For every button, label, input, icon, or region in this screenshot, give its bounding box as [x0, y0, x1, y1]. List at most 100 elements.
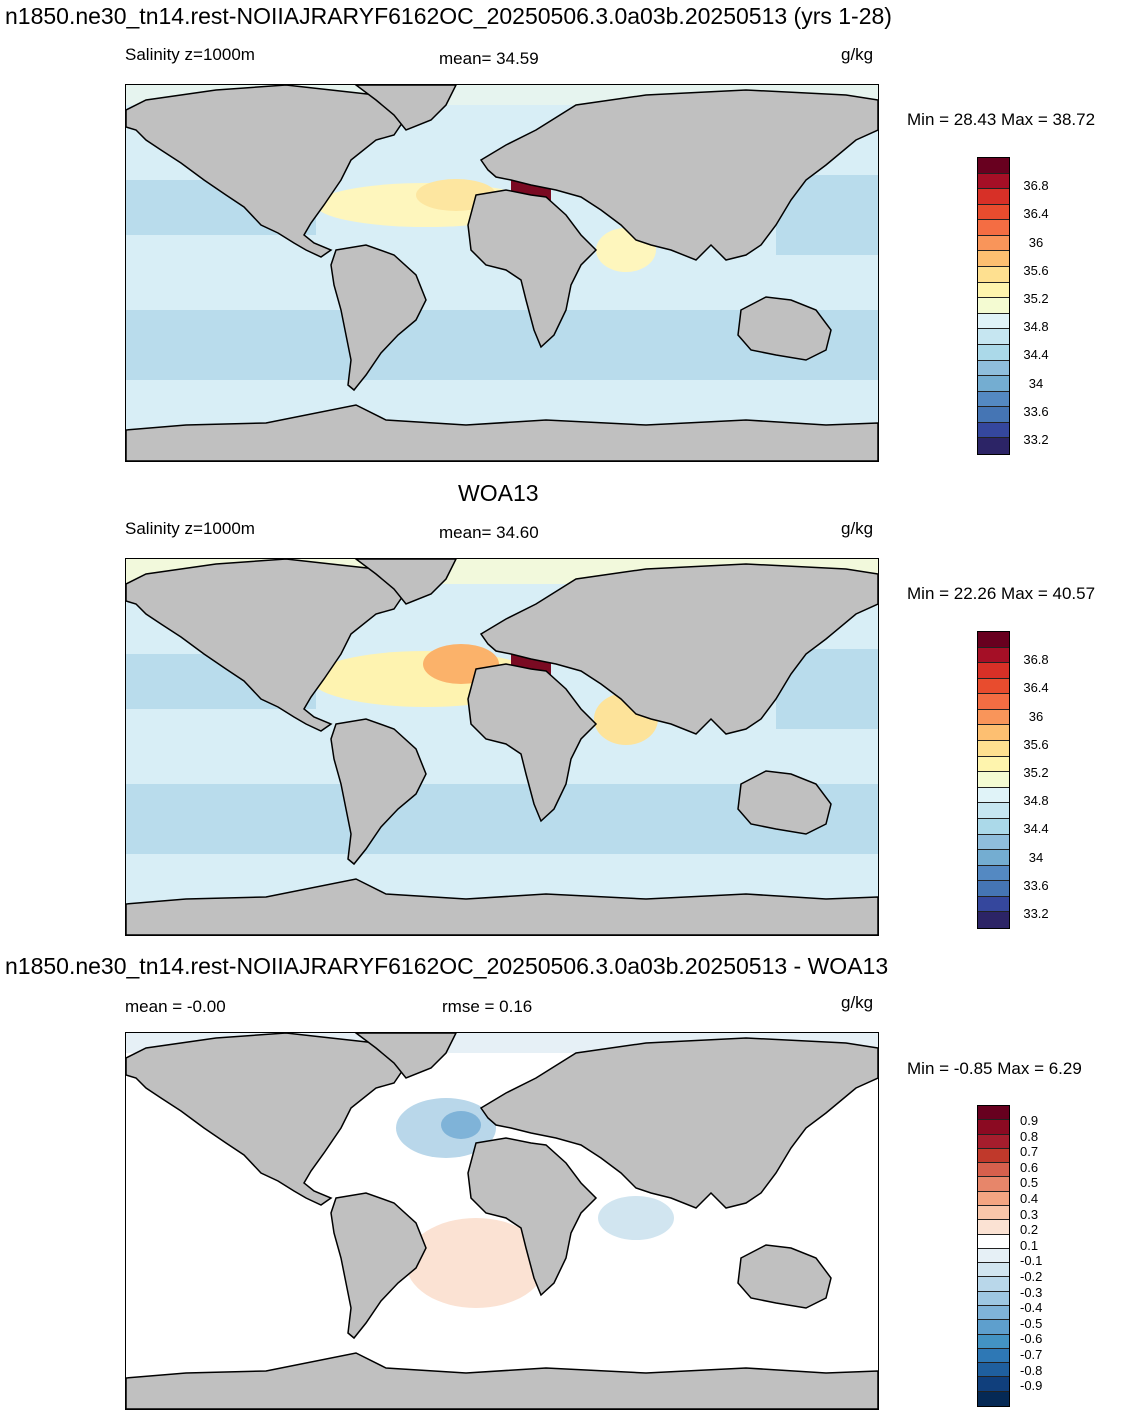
africa-land [467, 1137, 598, 1297]
colorbar-swatch [978, 407, 1009, 423]
australia-land [737, 770, 832, 835]
greenland-land [354, 85, 457, 131]
colorbar-swatch [978, 1291, 1009, 1306]
colorbar-swatch [978, 158, 1009, 174]
panel-2-variable-label: Salinity z=1000m [125, 519, 255, 538]
colorbar-swatch [978, 235, 1009, 252]
panel-1-variable-label: Salinity z=1000m [125, 45, 255, 64]
colorbar-swatch [978, 896, 1009, 913]
colorbar-swatch [978, 818, 1009, 835]
colorbar-swatch [978, 422, 1009, 439]
colorbar-swatch [978, 438, 1009, 454]
panel-3-difference-map [125, 1032, 879, 1410]
colorbar-swatch [978, 173, 1009, 190]
colorbar-swatch [978, 787, 1009, 804]
colorbar-tick-label: 36 [1028, 709, 1044, 724]
panel-3-title: n1850.ne30_tn14.rest-NOIIAJRARYF6162OC_2… [5, 953, 889, 979]
colorbar-tick-label: 35.2 [1023, 765, 1049, 780]
colorbar-tick-label: -0.7 [1020, 1347, 1043, 1362]
continents [126, 559, 878, 935]
colorbar-tick-label: 0.2 [1020, 1222, 1039, 1237]
colorbar-tick-label: 36.4 [1023, 680, 1049, 695]
colorbar-swatch [978, 220, 1009, 236]
colorbar-tick-label: 36 [1028, 235, 1044, 250]
colorbar-swatch [978, 376, 1009, 392]
panel-2-mean-label: mean= 34.60 [439, 523, 539, 542]
panel-1-map-canvas [126, 85, 878, 461]
colorbar-tick-label: -0.2 [1020, 1269, 1043, 1284]
eurasia-land [479, 563, 878, 735]
colorbar-tick-label: 0.5 [1020, 1175, 1039, 1190]
colorbar-swatch [978, 1191, 1009, 1206]
colorbar-tick-label: 35.6 [1023, 737, 1049, 752]
colorbar-tick-label: 33.2 [1023, 906, 1049, 921]
colorbar-swatch [978, 1220, 1009, 1235]
colorbar-swatch [978, 1263, 1009, 1278]
colorbar-tick-label: 34.8 [1023, 793, 1049, 808]
colorbar-swatch [978, 1205, 1009, 1221]
colorbar-tick-label: 36.8 [1023, 652, 1049, 667]
colorbar-swatch [978, 741, 1009, 757]
colorbar-tick-label: -0.8 [1020, 1363, 1043, 1378]
colorbar-tick-label: 34 [1028, 376, 1044, 391]
colorbar-tick-label: 0.3 [1020, 1207, 1039, 1222]
colorbar-swatch [978, 329, 1009, 345]
eurasia-land [479, 1037, 878, 1209]
colorbar-tick-label: 35.2 [1023, 291, 1049, 306]
colorbar-swatch [978, 850, 1009, 866]
colorbar-tick-label: 36.4 [1023, 206, 1049, 221]
colorbar-tick-label: -0.6 [1020, 1331, 1043, 1346]
colorbar-swatch [978, 725, 1009, 742]
colorbar-swatch [978, 709, 1009, 726]
colorbar-swatch [978, 1248, 1009, 1264]
colorbar-swatch [978, 865, 1009, 882]
colorbar-tick-label: 0.6 [1020, 1160, 1039, 1175]
colorbar-swatch [978, 204, 1009, 221]
australia-land [737, 296, 832, 361]
colorbar-swatch [978, 1377, 1009, 1392]
colorbar-tick-label: 35.6 [1023, 263, 1049, 278]
colorbar-swatch [978, 344, 1009, 361]
colorbar-swatch [978, 912, 1009, 928]
colorbar-tick-label: 0.1 [1020, 1238, 1039, 1253]
australia-land [737, 1244, 832, 1309]
colorbar-swatch [978, 313, 1009, 330]
panel-2-colorbar [977, 631, 1010, 929]
continents [126, 1033, 878, 1409]
colorbar-tick-label: 33.2 [1023, 432, 1049, 447]
south-america-land [330, 1192, 427, 1340]
colorbar-swatch [978, 756, 1009, 773]
colorbar-tick-label: 34.4 [1023, 347, 1049, 362]
colorbar-swatch [978, 1106, 1009, 1121]
panel-1-unit-label: g/kg [841, 45, 874, 64]
panel-3-unit-label: g/kg [841, 993, 874, 1012]
colorbar-swatch [978, 267, 1009, 283]
colorbar-swatch [978, 1148, 1009, 1164]
colorbar-swatch [978, 1134, 1009, 1149]
south-america-land [330, 244, 427, 392]
south-atlantic-positive-anomaly [406, 1218, 546, 1308]
panel-3-rmse-label: rmse = 0.16 [442, 997, 533, 1016]
indian-ocean-negative-anomaly [598, 1196, 674, 1240]
colorbar-swatch [978, 772, 1009, 788]
colorbar-tick-label: -0.5 [1020, 1316, 1043, 1331]
panel-3-map-canvas [126, 1033, 878, 1409]
greenland-land [354, 559, 457, 605]
panel-2-title: WOA13 [458, 480, 539, 506]
eurasia-land [479, 89, 878, 261]
panel-1-mean-label: mean= 34.59 [439, 49, 539, 68]
panel-1-salinity-map [125, 84, 879, 462]
colorbar-swatch [978, 632, 1009, 648]
colorbar-tick-label: -0.1 [1020, 1253, 1043, 1268]
colorbar-swatch [978, 881, 1009, 897]
colorbar-tick-label: 36.8 [1023, 178, 1049, 193]
colorbar-swatch [978, 251, 1009, 268]
colorbar-swatch [978, 1163, 1009, 1178]
panel-2-unit-label: g/kg [841, 519, 874, 538]
colorbar-swatch [978, 803, 1009, 819]
colorbar-swatch [978, 1320, 1009, 1335]
panel-3-mean-label: mean = -0.00 [125, 997, 226, 1016]
colorbar-swatch [978, 282, 1009, 299]
panel-3-minmax-label: Min = -0.85 Max = 6.29 [907, 1059, 1082, 1078]
colorbar-tick-label: -0.9 [1020, 1378, 1043, 1393]
